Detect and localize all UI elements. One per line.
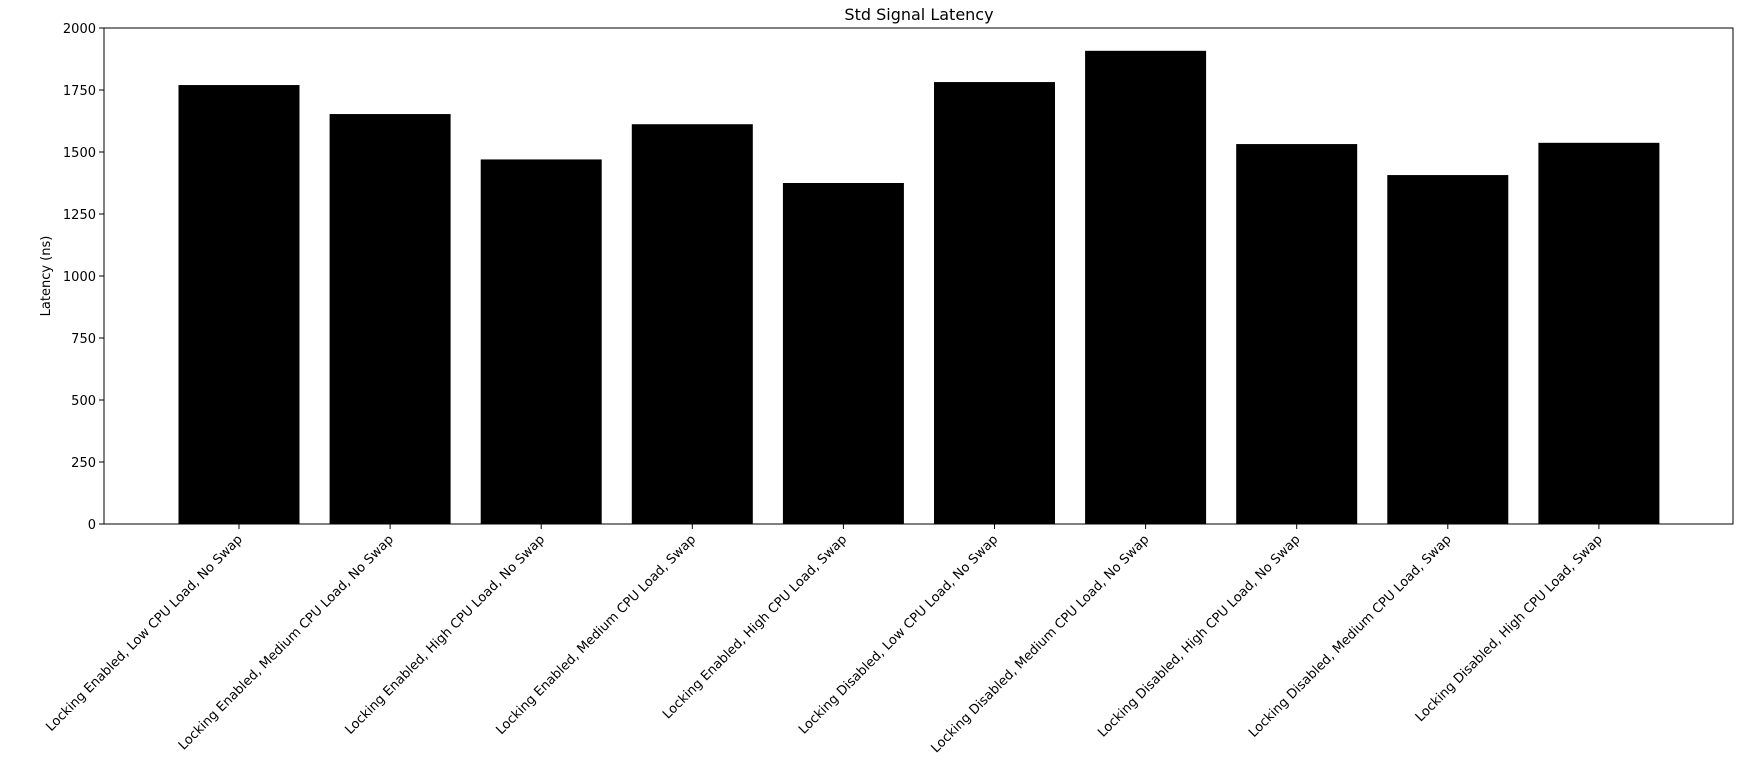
y-tick-label: 500 <box>71 394 96 409</box>
chart-title: Std Signal Latency <box>844 5 993 24</box>
y-tick-label: 1750 <box>63 84 96 99</box>
x-tick-label: Locking Enabled, High CPU Load, Swap <box>660 532 850 722</box>
plot-frame <box>103 27 1734 525</box>
bar <box>480 159 602 524</box>
y-tick-label: 1000 <box>63 270 96 285</box>
bar <box>1387 175 1509 524</box>
x-tick-label: Locking Disabled, High CPU Load, Swap <box>1413 532 1606 725</box>
bar <box>178 85 300 524</box>
y-axis-ticks: 0 250 500 750 1000 1250 1500 1750 2000 <box>63 22 104 533</box>
y-tick-label: 2000 <box>63 22 96 37</box>
x-axis-ticks: Locking Enabled, Low CPU Load, No SwapLo… <box>43 524 1606 756</box>
y-axis-label: Latency (ns) <box>39 236 54 317</box>
bars-layer <box>178 50 1660 525</box>
bar <box>631 124 753 524</box>
y-tick-label: 250 <box>71 456 96 471</box>
bar <box>1085 50 1207 524</box>
bar <box>934 82 1055 525</box>
bar <box>1236 144 1358 524</box>
y-tick-label: 0 <box>88 518 96 533</box>
y-tick-label: 750 <box>71 332 96 347</box>
y-tick-label: 1500 <box>63 146 96 161</box>
bar <box>329 114 451 524</box>
y-tick-label: 1250 <box>63 208 96 223</box>
bar <box>1538 142 1660 524</box>
bar <box>782 183 904 524</box>
